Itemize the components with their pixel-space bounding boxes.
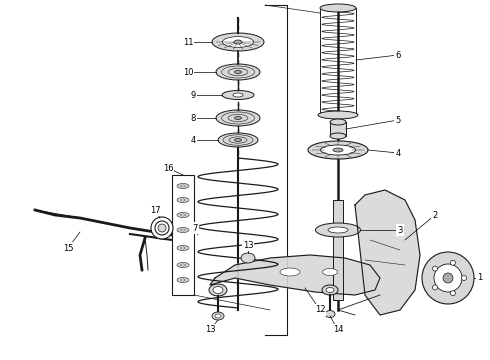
Text: 15: 15 <box>63 243 73 252</box>
Ellipse shape <box>450 260 455 265</box>
Ellipse shape <box>434 264 462 292</box>
Ellipse shape <box>177 198 189 202</box>
Ellipse shape <box>330 133 346 139</box>
Ellipse shape <box>450 291 455 296</box>
Ellipse shape <box>235 117 242 120</box>
Text: 4: 4 <box>191 135 196 144</box>
Ellipse shape <box>326 288 334 292</box>
Text: 13: 13 <box>243 240 253 249</box>
Ellipse shape <box>180 264 186 266</box>
Ellipse shape <box>320 145 356 155</box>
Text: 3: 3 <box>397 225 403 234</box>
Ellipse shape <box>180 214 186 216</box>
Ellipse shape <box>280 268 300 276</box>
Ellipse shape <box>233 93 243 97</box>
Ellipse shape <box>216 64 260 80</box>
Ellipse shape <box>443 273 453 283</box>
Ellipse shape <box>177 278 189 283</box>
Ellipse shape <box>180 185 186 187</box>
Ellipse shape <box>209 284 227 296</box>
Text: 16: 16 <box>163 163 173 172</box>
Text: 12: 12 <box>315 306 325 315</box>
Ellipse shape <box>180 199 186 201</box>
Bar <box>333 200 343 300</box>
Ellipse shape <box>213 287 223 293</box>
Ellipse shape <box>433 285 438 290</box>
Text: 4: 4 <box>395 149 401 158</box>
Bar <box>320 8 356 115</box>
Ellipse shape <box>177 246 189 251</box>
Ellipse shape <box>212 33 264 51</box>
Ellipse shape <box>216 110 260 126</box>
Ellipse shape <box>320 4 356 12</box>
Ellipse shape <box>234 40 242 44</box>
Text: 10: 10 <box>183 68 193 77</box>
Text: 6: 6 <box>395 50 401 59</box>
Ellipse shape <box>180 247 186 249</box>
Ellipse shape <box>322 285 338 295</box>
Ellipse shape <box>318 111 358 119</box>
Ellipse shape <box>235 71 242 73</box>
Polygon shape <box>210 255 380 295</box>
Text: 17: 17 <box>149 206 160 215</box>
Ellipse shape <box>215 314 221 318</box>
Ellipse shape <box>177 184 189 189</box>
Ellipse shape <box>241 253 255 263</box>
Ellipse shape <box>333 148 343 152</box>
Ellipse shape <box>218 133 258 147</box>
Text: 1: 1 <box>477 274 483 283</box>
Ellipse shape <box>222 37 254 48</box>
Polygon shape <box>355 190 420 315</box>
Text: 13: 13 <box>205 325 215 334</box>
Ellipse shape <box>158 224 166 232</box>
Text: 8: 8 <box>190 113 196 122</box>
Ellipse shape <box>322 269 338 275</box>
Ellipse shape <box>222 90 254 99</box>
Ellipse shape <box>316 223 361 237</box>
Ellipse shape <box>235 139 242 141</box>
Text: 14: 14 <box>333 325 343 334</box>
Bar <box>172 175 194 295</box>
Ellipse shape <box>328 227 348 233</box>
Circle shape <box>151 217 173 239</box>
Ellipse shape <box>422 252 474 304</box>
Ellipse shape <box>212 312 224 320</box>
Text: 11: 11 <box>183 37 193 46</box>
Text: 9: 9 <box>191 90 196 99</box>
Ellipse shape <box>177 228 189 233</box>
Ellipse shape <box>180 279 186 281</box>
Text: 2: 2 <box>432 211 438 220</box>
Ellipse shape <box>325 310 335 318</box>
Ellipse shape <box>177 262 189 267</box>
Ellipse shape <box>462 275 466 280</box>
Ellipse shape <box>180 229 186 231</box>
Text: 5: 5 <box>395 116 401 125</box>
Bar <box>330 122 346 136</box>
Text: 7: 7 <box>192 224 197 233</box>
Ellipse shape <box>330 119 346 125</box>
Ellipse shape <box>433 266 438 271</box>
Ellipse shape <box>308 141 368 159</box>
Ellipse shape <box>177 212 189 217</box>
